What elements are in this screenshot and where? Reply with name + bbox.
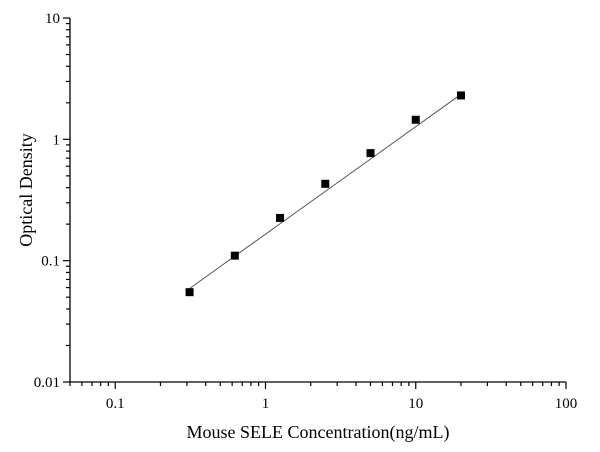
data-point — [276, 213, 285, 222]
plot-area — [185, 91, 465, 297]
y-tick-label: 0.01 — [34, 375, 60, 391]
x-tick-label: 1 — [262, 396, 270, 412]
data-point — [411, 115, 420, 124]
y-tick-label: 0.1 — [41, 254, 60, 270]
data-point — [230, 251, 239, 260]
data-point — [321, 179, 330, 188]
data-point — [456, 91, 465, 100]
x-tick-label: 100 — [555, 396, 578, 412]
x-axis-title: Mouse SELE Concentration(ng/mL) — [187, 422, 450, 443]
data-point — [366, 149, 375, 158]
axis-ticks — [63, 17, 567, 389]
tick-labels: 0.1 1 10 100 0.01 0.1 1 10 — [34, 11, 578, 412]
y-tick-label: 10 — [45, 11, 60, 27]
x-tick-label: 10 — [408, 396, 423, 412]
fit-line — [189, 93, 462, 289]
x-tick-label: 0.1 — [106, 396, 125, 412]
axes — [69, 18, 566, 383]
y-tick-label: 1 — [53, 132, 61, 148]
y-axis-title: Optical Density — [16, 133, 36, 246]
data-point — [185, 288, 194, 297]
